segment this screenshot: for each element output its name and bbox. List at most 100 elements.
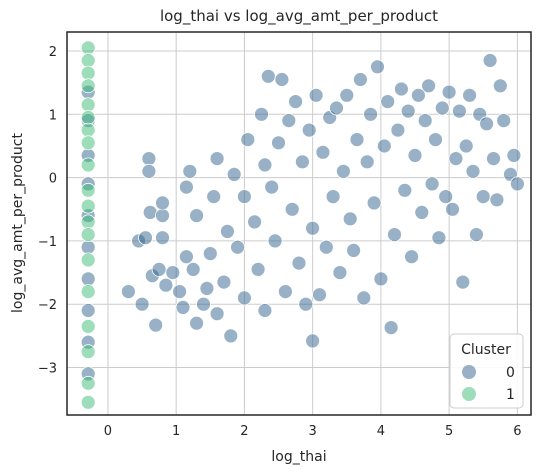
scatter-point-cluster-0 xyxy=(363,106,379,122)
scatter-point-cluster-1 xyxy=(80,157,96,173)
scatter-point-cluster-0 xyxy=(366,195,382,211)
scatter-point-cluster-0 xyxy=(393,81,409,97)
scatter-point-cluster-0 xyxy=(165,265,181,281)
scatter-point-cluster-0 xyxy=(417,113,433,128)
scatter-point-cluster-0 xyxy=(359,154,375,170)
scatter-point-cluster-0 xyxy=(189,208,205,224)
scatter-point-cluster-1 xyxy=(80,214,96,230)
scatter-point-cluster-0 xyxy=(342,211,358,227)
scatter-point-cluster-0 xyxy=(397,182,413,198)
scatter-point-cluster-0 xyxy=(410,87,426,103)
scatter-point-cluster-0 xyxy=(141,151,157,167)
scatter-point-cluster-0 xyxy=(404,249,420,265)
plot-frame xyxy=(66,31,532,416)
scatter-point-cluster-1 xyxy=(80,318,96,334)
scatter-point-cluster-0 xyxy=(134,296,150,312)
scatter-point-cluster-1 xyxy=(80,97,96,113)
x-tick-label: 1 xyxy=(172,424,180,439)
scatter-point-cluster-0 xyxy=(291,255,307,271)
scatter-point-cluster-0 xyxy=(172,284,188,300)
scatter-point-cluster-0 xyxy=(254,106,269,122)
y-tick-labels: −3 −2 −1 0 1 2 xyxy=(38,45,57,377)
scatter-point-cluster-0 xyxy=(356,290,372,306)
scatter-point-cluster-0 xyxy=(325,189,341,205)
scatter-point-cluster-0 xyxy=(178,179,194,195)
legend-label-0: 0 xyxy=(506,365,515,381)
scatter-point-cluster-0 xyxy=(489,192,505,208)
scatter-point-cluster-0 xyxy=(486,151,501,167)
scatter-point-cluster-0 xyxy=(414,204,430,220)
y-tick-label: 2 xyxy=(49,45,57,60)
scatter-point-cluster-0 xyxy=(434,100,450,116)
x-axis-label: log_thai xyxy=(271,449,326,465)
scatter-point-cluster-0 xyxy=(301,122,317,138)
scatter-point-cluster-1 xyxy=(80,227,96,243)
scatter-point-cluster-0 xyxy=(441,84,457,100)
scatter-point-cluster-0 xyxy=(209,306,225,322)
scatter-point-cluster-0 xyxy=(250,261,266,277)
chart-title: log_thai vs log_avg_amt_per_product xyxy=(160,7,438,26)
scatter-point-cluster-0 xyxy=(451,103,467,119)
scatter-point-cluster-0 xyxy=(155,230,170,246)
scatter-point-cluster-0 xyxy=(465,163,481,179)
scatter-point-cluster-0 xyxy=(236,189,252,205)
scatter-point-cluster-0 xyxy=(151,261,167,277)
scatter-point-cluster-0 xyxy=(219,223,235,239)
scatter-point-cluster-0 xyxy=(492,78,508,94)
scatter-point-cluster-0 xyxy=(482,53,498,68)
scatter-point-cluster-0 xyxy=(438,189,454,205)
scatter-point-cluster-0 xyxy=(294,154,310,170)
y-axis-label: log_avg_amt_per_product xyxy=(10,133,26,313)
scatter-point-cluster-1 xyxy=(80,110,96,125)
scatter-point-cluster-1 xyxy=(80,375,96,391)
y-tick-label: −2 xyxy=(38,298,57,313)
scatter-point-cluster-0 xyxy=(264,179,280,195)
scatter-point-cluster-0 xyxy=(288,94,304,109)
scatter-point-cluster-0 xyxy=(305,333,321,349)
scatter-point-cluster-0 xyxy=(142,204,158,220)
scatter-point-cluster-0 xyxy=(380,94,396,109)
scatter-point-cluster-0 xyxy=(448,151,464,167)
scatter-point-cluster-0 xyxy=(206,189,222,205)
scatter-point-cluster-1 xyxy=(80,252,96,268)
scatter-point-cluster-0 xyxy=(199,280,215,296)
scatter-point-cluster-0 xyxy=(209,151,225,167)
scatter-point-cluster-0 xyxy=(329,100,344,116)
scatter-point-cluster-0 xyxy=(475,189,491,205)
scatter-point-cluster-0 xyxy=(315,144,331,160)
scatter-point-cluster-0 xyxy=(230,239,246,255)
scatter-point-cluster-0 xyxy=(148,317,164,333)
legend-marker-1 xyxy=(462,387,476,401)
scatter-point-cluster-0 xyxy=(312,287,327,303)
scatter-point-cluster-1 xyxy=(80,344,96,360)
scatter-point-cluster-0 xyxy=(431,230,447,246)
scatter-point-cluster-0 xyxy=(352,72,368,87)
scatter-point-cluster-0 xyxy=(178,249,194,265)
scatter-point-cluster-0 xyxy=(462,87,478,103)
scatter-point-cluster-0 xyxy=(141,163,157,179)
scatter-point-cluster-0 xyxy=(305,220,321,236)
x-tick-labels: 0 1 2 3 4 5 6 xyxy=(104,424,522,439)
x-tick-label: 2 xyxy=(240,424,248,439)
legend-label-1: 1 xyxy=(506,387,515,403)
scatter-point-cluster-0 xyxy=(383,320,399,336)
scatter-point-cluster-0 xyxy=(370,59,385,75)
scatter-point-cluster-0 xyxy=(390,122,406,138)
scatter-point-cluster-0 xyxy=(189,315,205,331)
scatter-point-cluster-0 xyxy=(298,296,314,312)
scatter-point-cluster-0 xyxy=(226,166,242,182)
data-points xyxy=(80,40,525,410)
scatter-point-cluster-0 xyxy=(346,242,362,258)
scatter-point-cluster-0 xyxy=(274,72,290,87)
scatter-point-cluster-1 xyxy=(80,65,96,81)
scatter-point-cluster-0 xyxy=(332,265,348,281)
scatter-point-cluster-0 xyxy=(216,274,232,290)
scatter-point-cluster-0 xyxy=(373,271,389,287)
scatter-point-cluster-0 xyxy=(185,261,201,277)
scatter-point-cluster-0 xyxy=(155,208,170,224)
scatter-point-cluster-0 xyxy=(335,163,351,179)
scatter-point-cluster-1 xyxy=(80,53,96,68)
scatter-point-cluster-0 xyxy=(240,132,256,148)
scatter-point-cluster-0 xyxy=(421,78,437,94)
